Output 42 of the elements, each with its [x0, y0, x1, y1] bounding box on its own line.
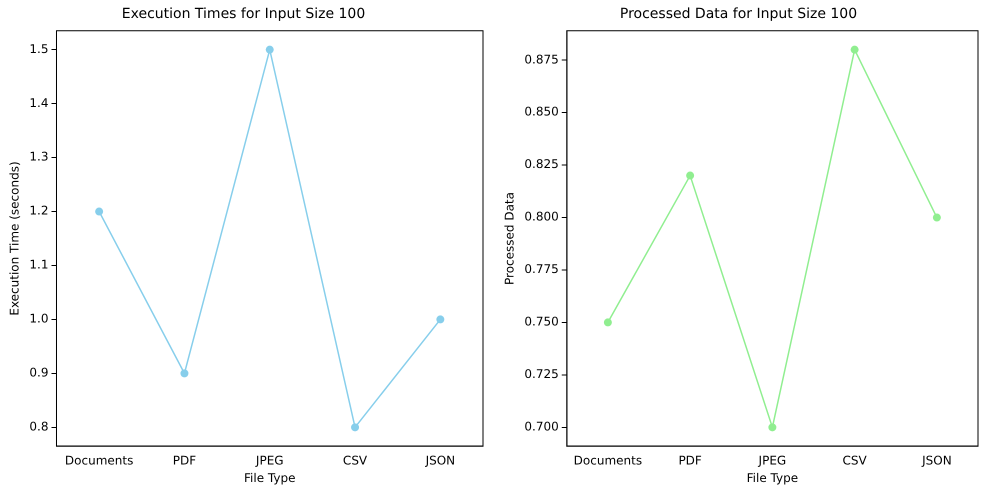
point — [768, 423, 776, 432]
x-axis-title: File Type — [244, 470, 296, 485]
point — [932, 214, 941, 222]
x-tick-label: Documents — [574, 454, 642, 468]
x-tick-label: CSV — [842, 454, 868, 468]
x-tick-label: CSV — [342, 454, 368, 468]
y-tick-label: 1.5 — [29, 42, 48, 56]
x-tick-label: JSON — [424, 454, 456, 468]
y-tick-label: 0.8 — [29, 419, 48, 434]
x-tick-label: PDF — [678, 454, 702, 468]
y-tick-label: 1.4 — [29, 96, 48, 110]
y-tick-label: 0.875 — [524, 52, 559, 66]
x-tick-label: JSON — [921, 454, 952, 468]
y-tick-label: 0.750 — [524, 314, 559, 329]
y-tick-label: 0.800 — [524, 210, 559, 224]
x-tick-label: JPEG — [254, 454, 284, 468]
y-tick-label: 0.850 — [524, 104, 559, 119]
x-tick-label: Documents — [64, 454, 134, 468]
y-tick-label: 1.0 — [29, 312, 48, 326]
y-tick-label: 0.9 — [29, 365, 48, 380]
y-tick-label: 0.700 — [524, 419, 559, 434]
point — [686, 172, 694, 180]
point — [266, 46, 274, 54]
y-tick-label: 0.825 — [524, 157, 559, 172]
chart-title: Execution Times for Input Size 100 — [122, 6, 366, 22]
point — [604, 318, 612, 326]
x-tick-label: PDF — [172, 454, 196, 468]
y-axis-title: Execution Time (seconds) — [7, 161, 22, 316]
y-tick-label: 0.725 — [524, 366, 559, 381]
y-tick-label: 1.3 — [29, 150, 48, 164]
y-tick-label: 1.1 — [29, 258, 48, 272]
point — [436, 315, 444, 324]
point — [351, 423, 360, 432]
point — [95, 208, 104, 216]
y-axis-title: Processed Data — [502, 192, 516, 285]
x-axis-title: File Type — [746, 470, 798, 485]
y-tick-label: 0.775 — [524, 262, 559, 276]
chart-title: Processed Data for Input Size 100 — [620, 6, 858, 22]
y-tick-label: 1.2 — [29, 204, 48, 218]
x-tick-label: JPEG — [758, 454, 786, 468]
point — [850, 46, 859, 54]
point — [180, 369, 188, 378]
